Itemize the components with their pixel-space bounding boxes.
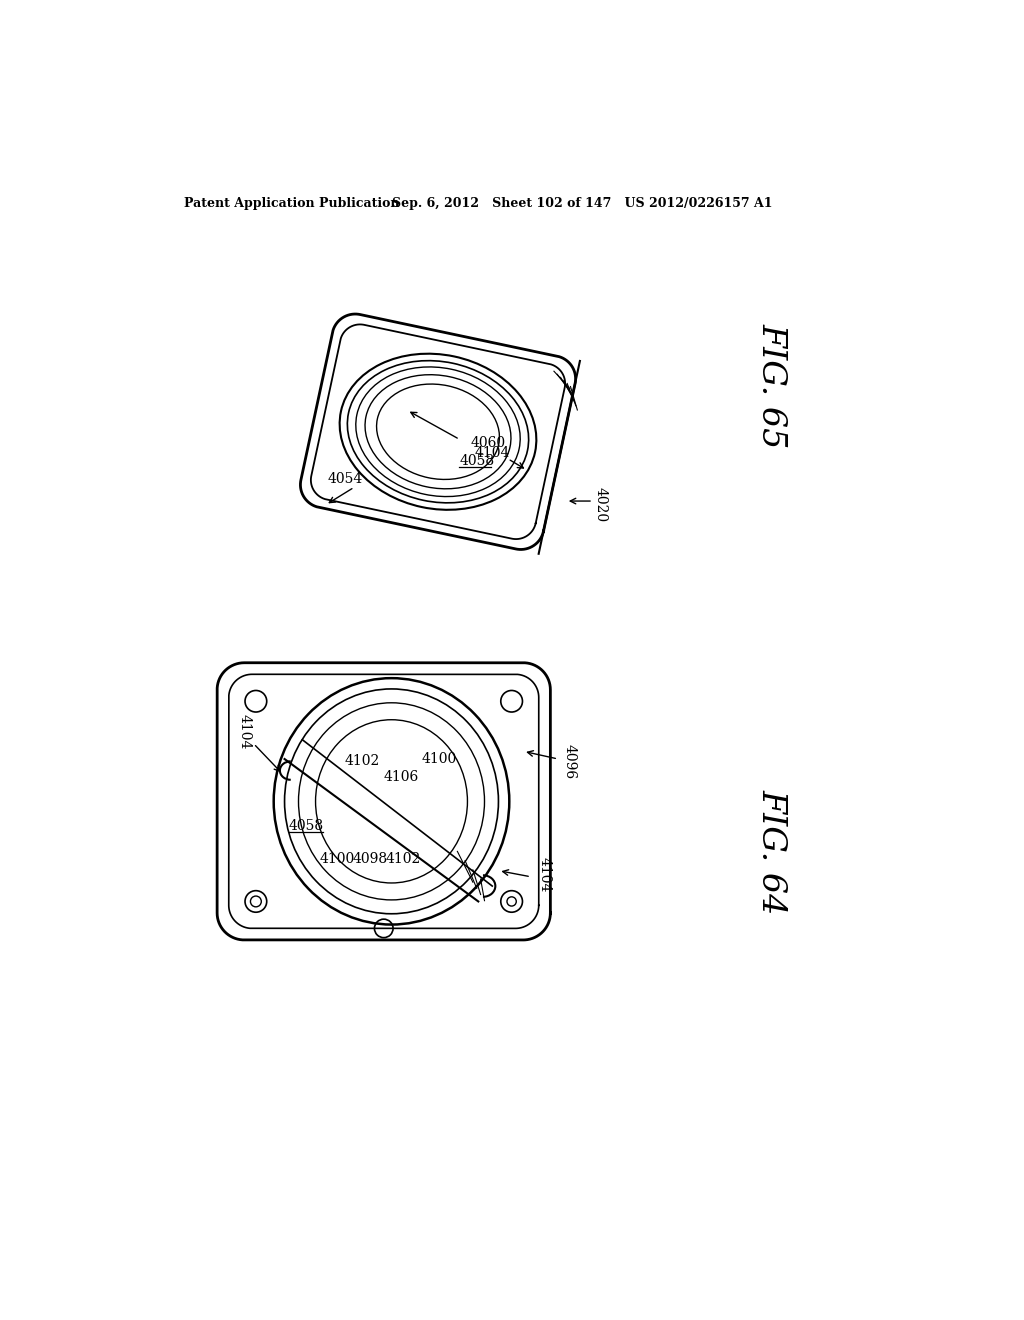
Text: 4058: 4058 bbox=[460, 454, 495, 469]
Text: 4060: 4060 bbox=[471, 436, 506, 450]
Text: 4100: 4100 bbox=[422, 752, 457, 766]
Text: FIG. 64: FIG. 64 bbox=[756, 789, 787, 913]
Text: Patent Application Publication: Patent Application Publication bbox=[183, 197, 399, 210]
Text: 4020: 4020 bbox=[594, 487, 608, 523]
Text: 4058: 4058 bbox=[289, 818, 324, 833]
Text: 4104: 4104 bbox=[538, 857, 552, 892]
Text: 4106: 4106 bbox=[383, 770, 419, 784]
Text: 4054: 4054 bbox=[328, 473, 362, 487]
Text: 4102: 4102 bbox=[385, 853, 421, 866]
Text: 4096: 4096 bbox=[563, 743, 577, 779]
Text: 4098: 4098 bbox=[352, 853, 387, 866]
Text: Sep. 6, 2012   Sheet 102 of 147   US 2012/0226157 A1: Sep. 6, 2012 Sheet 102 of 147 US 2012/02… bbox=[391, 197, 772, 210]
Text: 4100: 4100 bbox=[319, 853, 355, 866]
Text: FIG. 65: FIG. 65 bbox=[756, 323, 787, 449]
Text: 4104: 4104 bbox=[238, 714, 251, 750]
Text: 4104: 4104 bbox=[474, 446, 510, 461]
Text: 4102: 4102 bbox=[344, 754, 380, 768]
